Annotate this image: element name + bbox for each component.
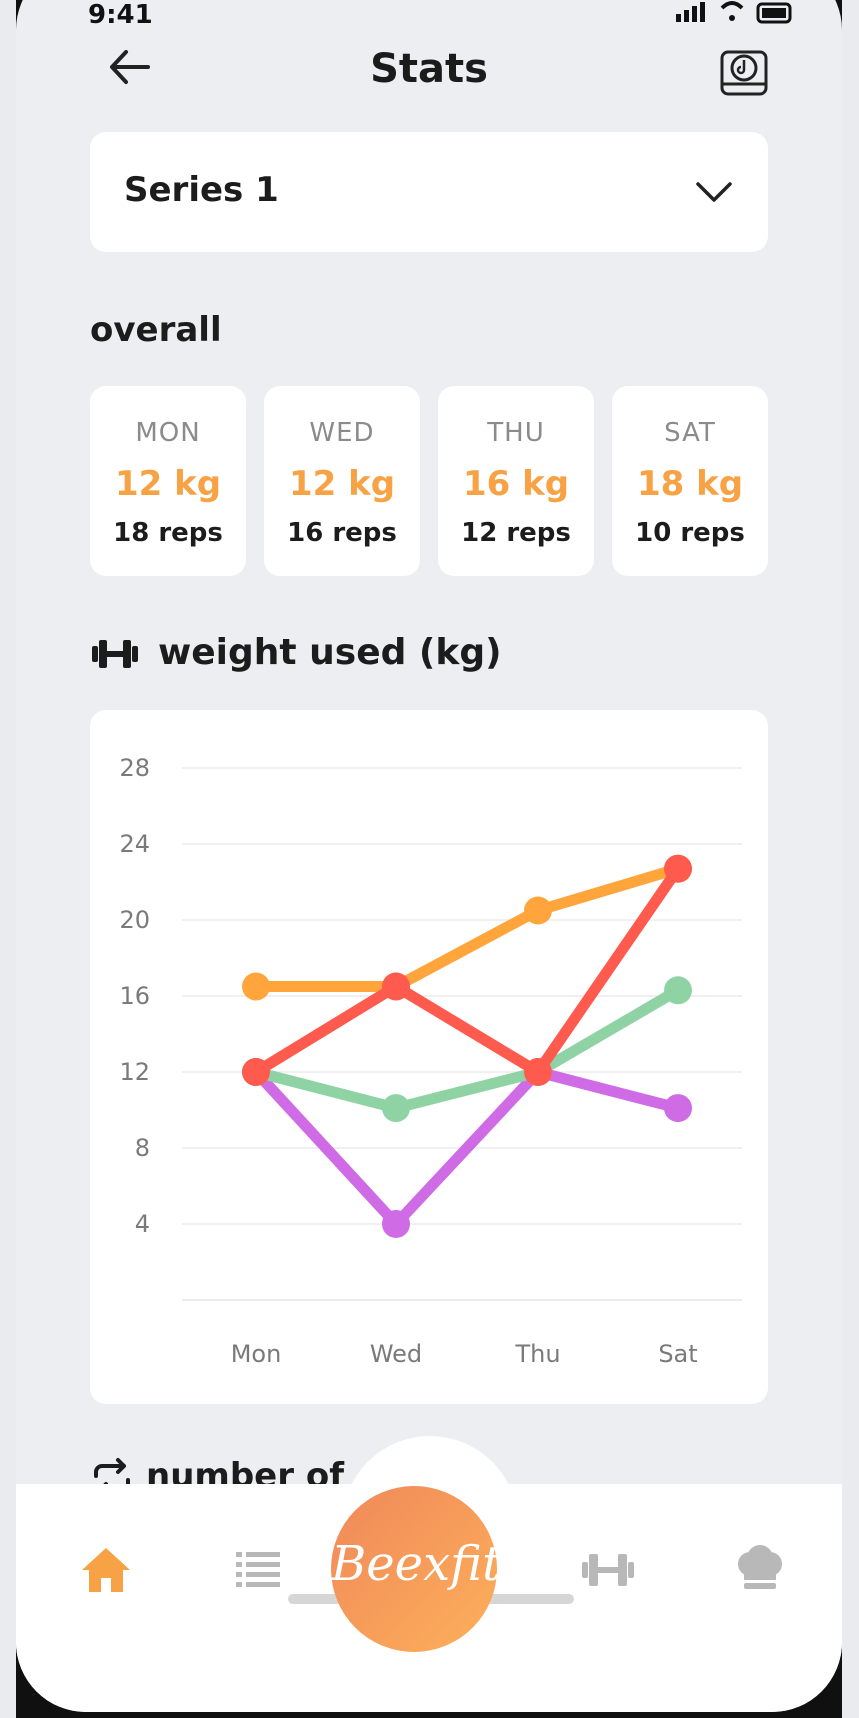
series-point <box>382 972 410 1001</box>
status-icons <box>676 0 796 32</box>
weight-section-title: weight used (kg) <box>158 632 502 673</box>
y-tick-label: 4 <box>135 1210 150 1238</box>
day-name: MON <box>135 418 201 448</box>
frame-right-edge <box>842 0 859 1718</box>
x-tick-label: Thu <box>514 1340 560 1368</box>
beexfit-logo-text: Beexfit <box>331 1536 502 1592</box>
y-tick-label: 24 <box>119 830 150 858</box>
weight-line-chart: 4 8 12 16 20 24 28 Mon Wed Thu Sat <box>119 754 742 1368</box>
nav-list[interactable] <box>228 1540 288 1600</box>
music-box-icon <box>720 50 768 96</box>
series-dropdown[interactable]: Series 1 <box>90 132 768 252</box>
x-tick-label: Mon <box>231 1340 282 1368</box>
day-weight: 16 kg <box>462 464 570 504</box>
status-time: 9:41 <box>88 0 153 30</box>
music-box-button[interactable] <box>718 46 772 100</box>
y-tick-label: 12 <box>119 1058 150 1086</box>
series-line <box>250 863 684 992</box>
series-line <box>250 863 684 1078</box>
overall-heading: overall <box>90 310 222 350</box>
day-card-wed: WED 12 kg 16 reps <box>264 386 420 576</box>
y-tick-label: 8 <box>135 1134 150 1162</box>
day-name: SAT <box>664 418 716 448</box>
chef-hat-icon <box>738 1545 782 1589</box>
day-weight: 12 kg <box>288 464 396 504</box>
series-dropdown-value: Series 1 <box>124 170 279 210</box>
day-card-mon: MON 12 kg 18 reps <box>90 386 246 576</box>
series-line <box>250 984 684 1114</box>
phone-screen: 9:41 Stats Series 1 overall <box>16 0 842 1712</box>
series-point <box>664 976 692 1005</box>
day-weight: 18 kg <box>636 464 744 504</box>
x-tick-label: Sat <box>658 1340 697 1368</box>
day-reps: 10 reps <box>635 518 745 548</box>
dumbbell-icon <box>92 640 138 668</box>
day-reps: 16 reps <box>287 518 397 548</box>
nav-chef[interactable] <box>730 1540 790 1600</box>
day-name: WED <box>309 418 375 448</box>
series-point <box>524 1058 552 1086</box>
series-point <box>242 972 270 1001</box>
y-tick-label: 16 <box>119 982 150 1010</box>
frame-left-edge <box>0 0 16 1718</box>
y-tick-label: 20 <box>119 906 150 934</box>
dumbbell-icon <box>582 1554 634 1586</box>
day-reps: 12 reps <box>461 518 571 548</box>
day-card-sat: SAT 18 kg 10 reps <box>612 386 768 576</box>
chevron-down-icon <box>696 182 732 202</box>
day-weight: 12 kg <box>114 464 222 504</box>
day-card-thu: THU 16 kg 12 reps <box>438 386 594 576</box>
beexfit-center-button[interactable]: Beexfit <box>331 1486 502 1652</box>
back-button[interactable] <box>104 40 158 94</box>
list-icon <box>236 1552 280 1587</box>
series-point <box>524 896 552 925</box>
series-point <box>664 1094 692 1123</box>
series-point <box>242 1058 270 1086</box>
series-point <box>664 854 692 883</box>
weight-section-heading: weight used (kg) <box>90 632 502 676</box>
nav-home[interactable] <box>76 1540 136 1600</box>
page-title: Stats <box>370 46 488 92</box>
y-tick-label: 28 <box>119 754 150 782</box>
weight-chart-card: 4 8 12 16 20 24 28 Mon Wed Thu Sat <box>90 710 768 1404</box>
nav-workouts[interactable] <box>578 1540 638 1600</box>
home-icon <box>82 1548 130 1592</box>
series-line <box>250 1066 684 1230</box>
x-tick-label: Wed <box>370 1340 422 1368</box>
series-point <box>382 1210 410 1238</box>
day-name: THU <box>487 418 545 448</box>
series-point <box>382 1094 410 1123</box>
arrow-left-icon <box>110 50 150 84</box>
day-reps: 18 reps <box>113 518 223 548</box>
signal-wifi-battery-icon <box>676 1 792 24</box>
